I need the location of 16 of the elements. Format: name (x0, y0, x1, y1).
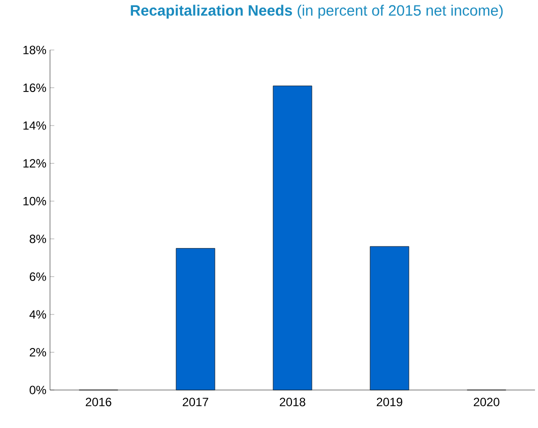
y-tick-label: 18% (23, 46, 46, 54)
y-tick-label: 6% (30, 272, 46, 281)
x-tick-label: 2019 (376, 398, 402, 406)
y-tick-label: 0% (30, 386, 46, 394)
y-tick-label: 12% (23, 159, 46, 168)
y-tick-label: 16% (23, 84, 46, 92)
y-tick-label: 10% (23, 196, 46, 206)
y-tick-label: 4% (29, 310, 46, 319)
x-tick-label: 2020 (474, 398, 500, 406)
y-tick-label: 2% (30, 348, 46, 356)
x-tick-label: 2018 (280, 398, 306, 406)
chart-title: Recapitalization Needs (in percent of 2015 net income) (130, 4, 503, 19)
y-tick-label: 8% (30, 234, 46, 244)
x-tick-label: 2016 (86, 398, 112, 406)
x-tick-label: 2017 (182, 398, 208, 406)
y-tick-label: 14% (23, 121, 46, 130)
